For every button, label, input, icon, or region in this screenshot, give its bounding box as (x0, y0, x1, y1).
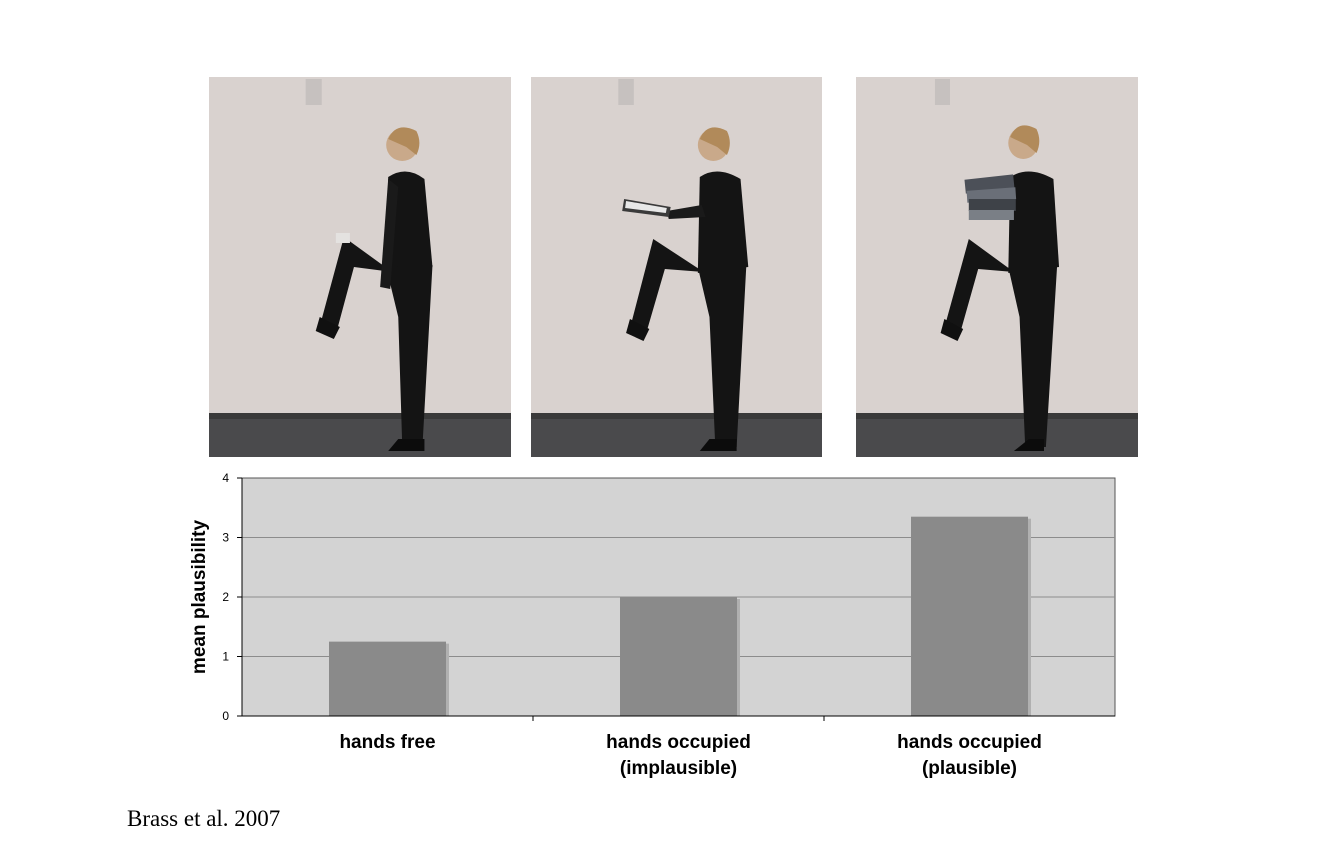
y-tick-label: 3 (222, 531, 229, 545)
x-category-label: hands occupied (897, 732, 1042, 753)
y-tick-labels: 0 1 2 3 4 (222, 471, 229, 723)
bar-chart: 0 1 2 3 4 hands free hands occupied (implausib… (189, 471, 1116, 779)
y-tick-label: 1 (222, 650, 229, 664)
bar (620, 597, 737, 716)
y-tick-label: 2 (222, 590, 229, 604)
bar (329, 641, 446, 716)
y-tick-label: 4 (222, 471, 229, 485)
x-category-label: hands free (339, 732, 435, 753)
photo-hands-free-image (209, 77, 511, 457)
photo-hands-occupied-implausible (531, 77, 822, 457)
photo-hands-occupied-plausible (856, 77, 1138, 457)
photo-hands-free (209, 77, 511, 457)
bars (329, 516, 1031, 716)
x-category-labels: hands free hands occupied (implausible) han… (339, 732, 1041, 779)
y-tick-label: 0 (222, 709, 229, 723)
x-category-label: (plausible) (922, 758, 1017, 779)
citation: Brass et al. 2007 (127, 806, 281, 831)
x-category-label: (implausible) (620, 758, 737, 779)
x-category-label: hands occupied (606, 732, 751, 753)
photo-hands-occupied-implausible-image (531, 77, 822, 457)
photo-hands-occupied-plausible-image (856, 77, 1138, 457)
axes (237, 477, 1115, 721)
y-axis-label: mean plausibility (189, 519, 210, 674)
bar (911, 516, 1028, 716)
